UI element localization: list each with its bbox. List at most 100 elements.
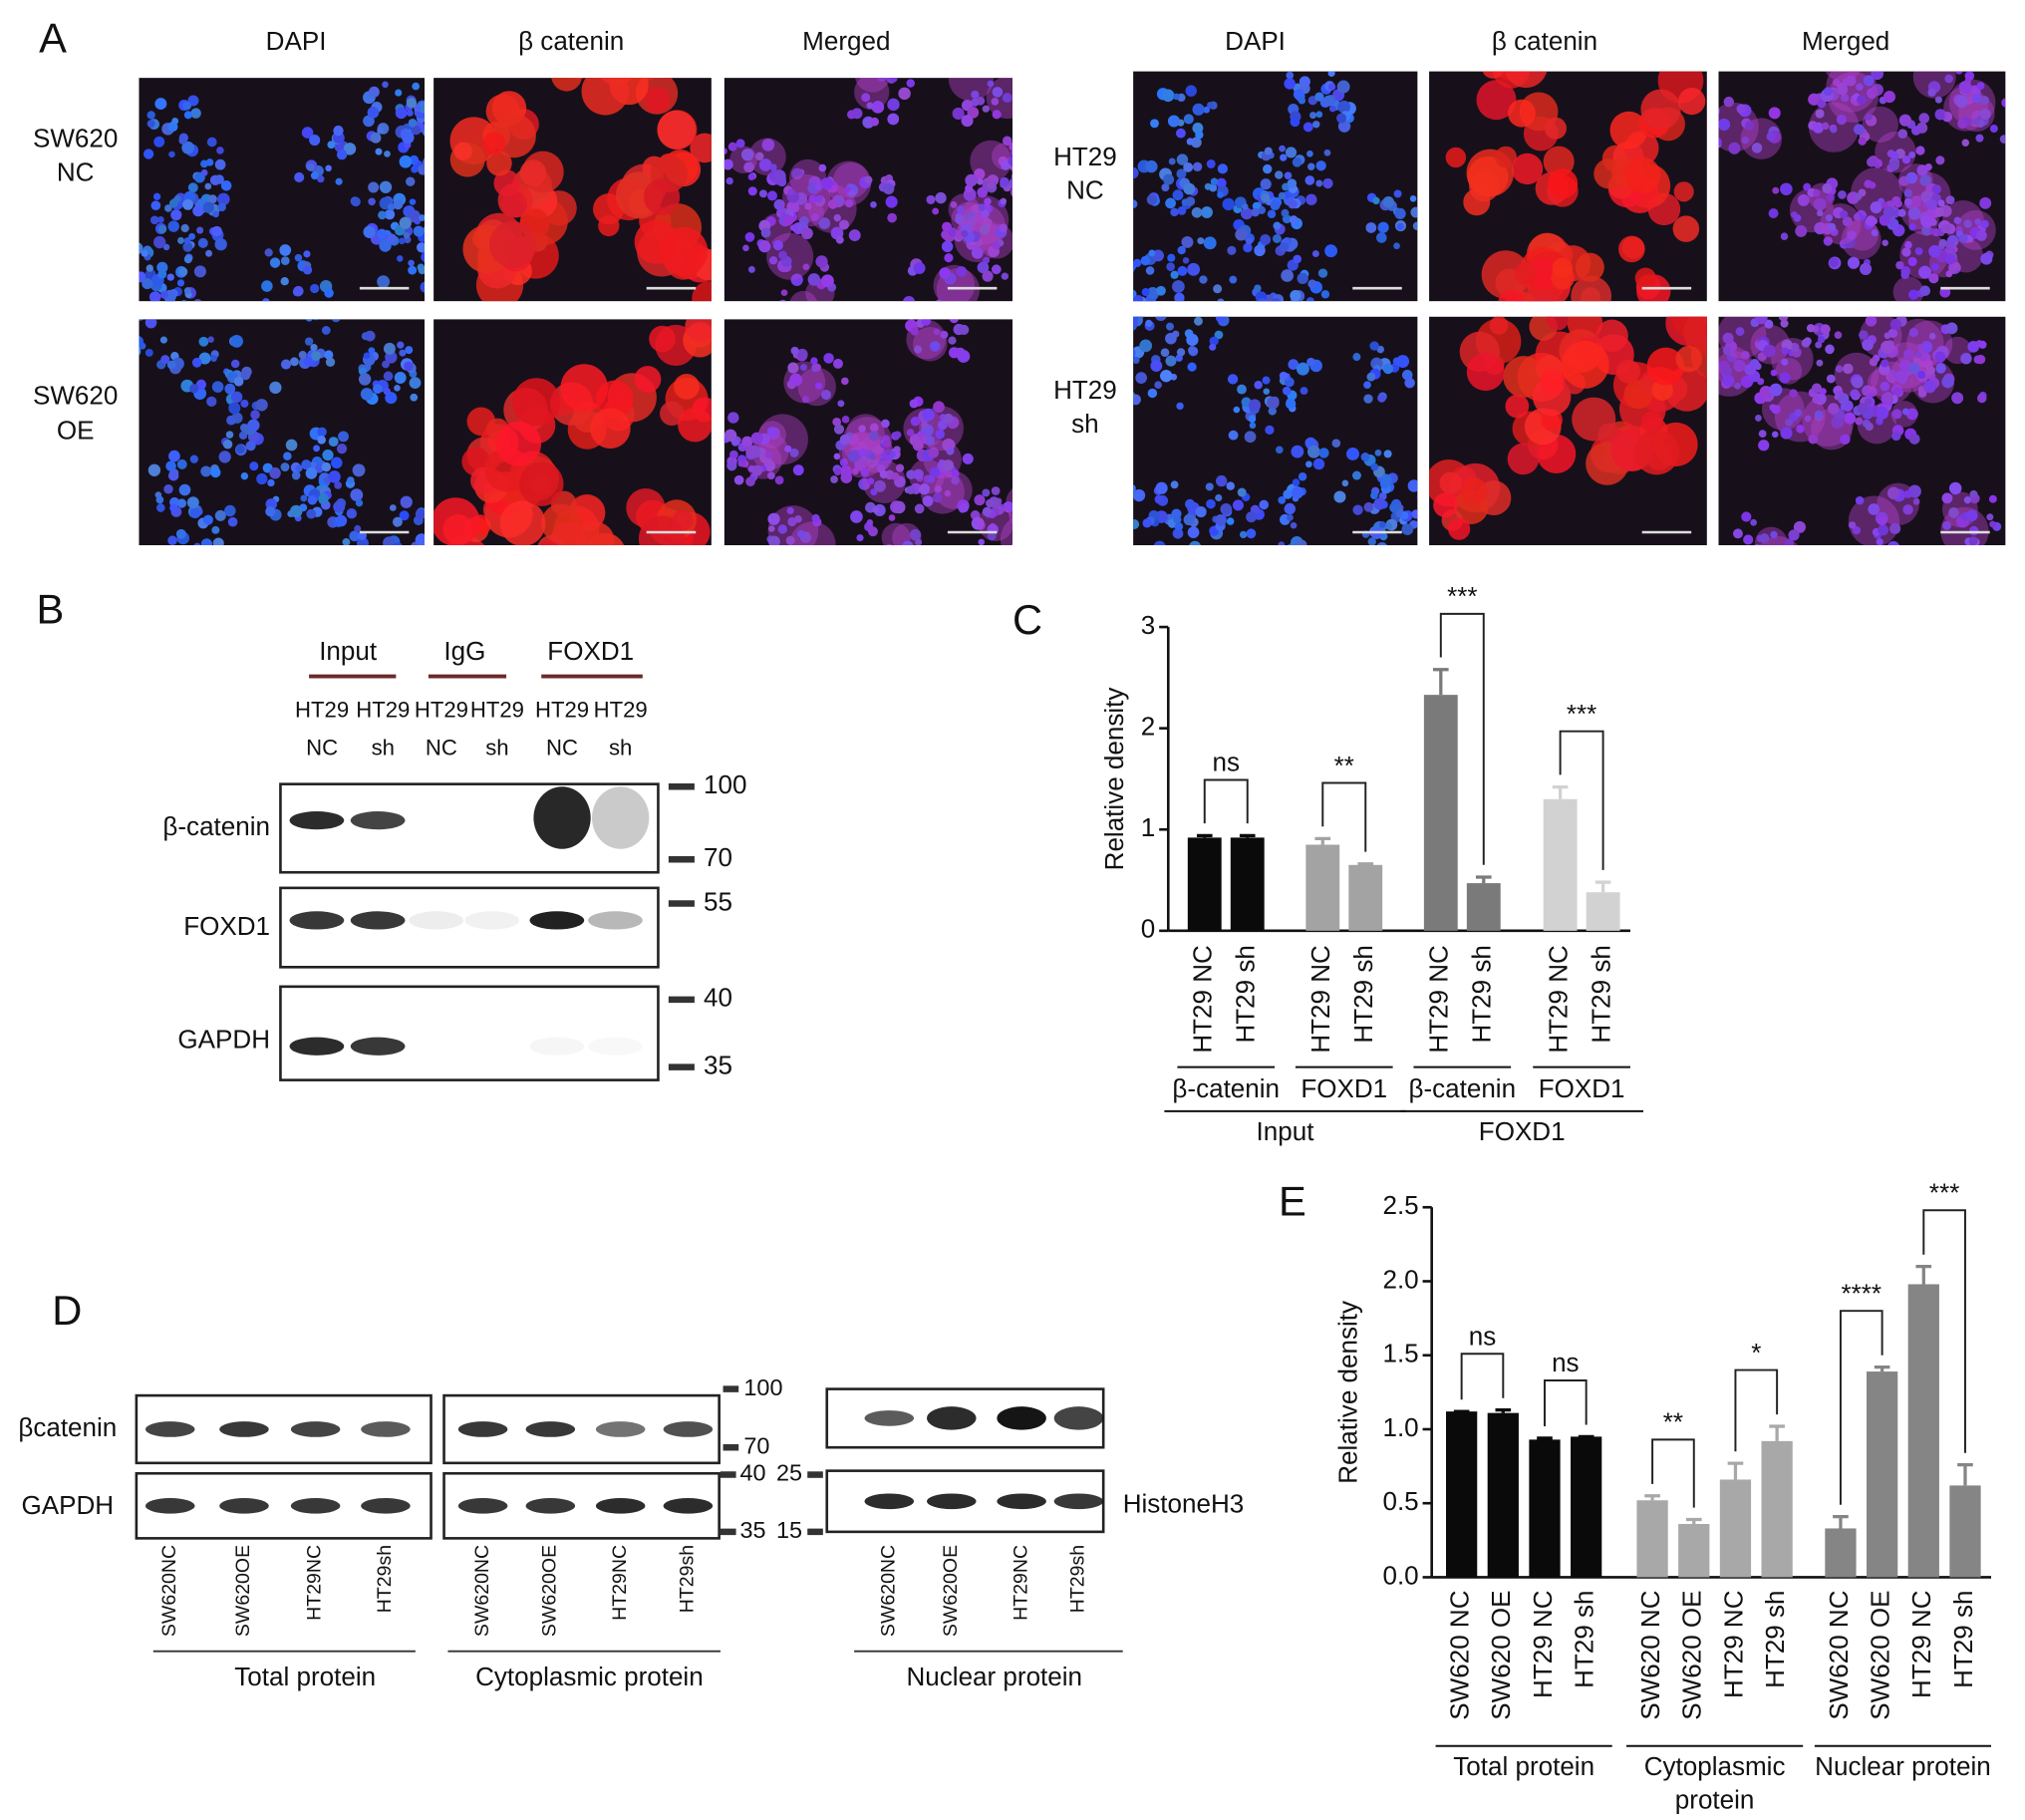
cell (394, 372, 407, 384)
cell (1122, 287, 1133, 298)
cell (723, 158, 733, 170)
significance-bracket (1544, 1378, 1588, 1427)
x-tick-label: HT29 sh (1348, 945, 1378, 1043)
cell (747, 172, 755, 180)
blot (279, 782, 660, 874)
cell (153, 235, 166, 249)
cell (1374, 449, 1382, 456)
cell (336, 443, 348, 455)
cell (1561, 340, 1609, 389)
y-tick-label: 0.5 (1382, 1486, 1418, 1516)
column-header: DAPI (1225, 26, 1286, 56)
cell (1323, 149, 1331, 156)
cell (830, 307, 839, 316)
cell (657, 110, 697, 150)
bar (1825, 1528, 1857, 1578)
cell (145, 319, 157, 329)
cell (1023, 153, 1030, 160)
cell (1869, 358, 1879, 367)
cell (1305, 193, 1317, 205)
cell (183, 287, 191, 295)
cell (1918, 265, 1932, 279)
cell (519, 159, 547, 186)
cell (305, 319, 313, 322)
cell (500, 190, 527, 218)
x-tick-label: HT29 NC (1718, 1590, 1748, 1698)
cell (769, 163, 777, 171)
cell (280, 462, 290, 472)
cell (1025, 162, 1032, 169)
cell (1974, 218, 1982, 225)
cell (832, 417, 842, 427)
cell (1505, 394, 1530, 419)
cell (868, 453, 877, 460)
cell (1616, 359, 1641, 384)
cell (1980, 252, 1993, 265)
cell (147, 463, 161, 476)
cell (643, 178, 681, 215)
cell (858, 449, 867, 457)
bar (1586, 892, 1620, 931)
cell (1514, 262, 1537, 285)
cell (1026, 513, 1037, 524)
cell (1002, 93, 1012, 104)
cell (347, 476, 355, 484)
cell (1227, 245, 1237, 255)
cell (848, 189, 856, 197)
error-bar (1432, 668, 1449, 696)
cell (1740, 350, 1750, 360)
cell (143, 149, 154, 159)
lane-label: sh (609, 735, 632, 759)
cells (1133, 316, 1418, 546)
cell (170, 209, 182, 221)
cell (838, 219, 850, 230)
cell (1312, 457, 1325, 470)
cell (338, 431, 349, 443)
cell (853, 546, 865, 558)
cell (887, 212, 897, 223)
cell (192, 205, 204, 217)
cell (413, 225, 425, 237)
cell (977, 261, 990, 274)
cell (384, 151, 391, 157)
group-label: Nuclear protein (1815, 1751, 1991, 1781)
band (588, 911, 643, 930)
cell (1575, 252, 1604, 282)
cell (411, 165, 419, 173)
cell (1255, 291, 1268, 302)
cell (1133, 348, 1136, 358)
cell (1285, 147, 1298, 158)
cell (424, 250, 426, 257)
cell (946, 447, 955, 455)
cell (780, 289, 788, 296)
cell (895, 463, 905, 472)
cell (767, 190, 777, 201)
marker-label: 25 (776, 1460, 802, 1486)
cell (1015, 515, 1026, 526)
cell (392, 516, 403, 527)
cell (1881, 239, 1888, 246)
cell (833, 213, 842, 222)
cell (841, 416, 850, 424)
cell (959, 503, 969, 513)
cell (395, 89, 403, 97)
cell (982, 506, 993, 517)
cell (1640, 89, 1681, 130)
cell (214, 174, 224, 184)
cell (1844, 412, 1857, 425)
cell (1880, 359, 1889, 368)
cell (1882, 91, 1896, 104)
cell (887, 98, 900, 112)
cell (1771, 337, 1814, 381)
cell (723, 148, 727, 155)
cell (1808, 434, 1819, 445)
cell (189, 455, 199, 463)
cell (1921, 64, 1928, 71)
cell (1816, 359, 1824, 367)
cell (872, 506, 880, 513)
cell (1869, 181, 1877, 189)
column-header: Merged (802, 26, 890, 56)
lane-label: sh (372, 735, 395, 759)
cell (1572, 397, 1616, 442)
cells (1718, 316, 2002, 546)
